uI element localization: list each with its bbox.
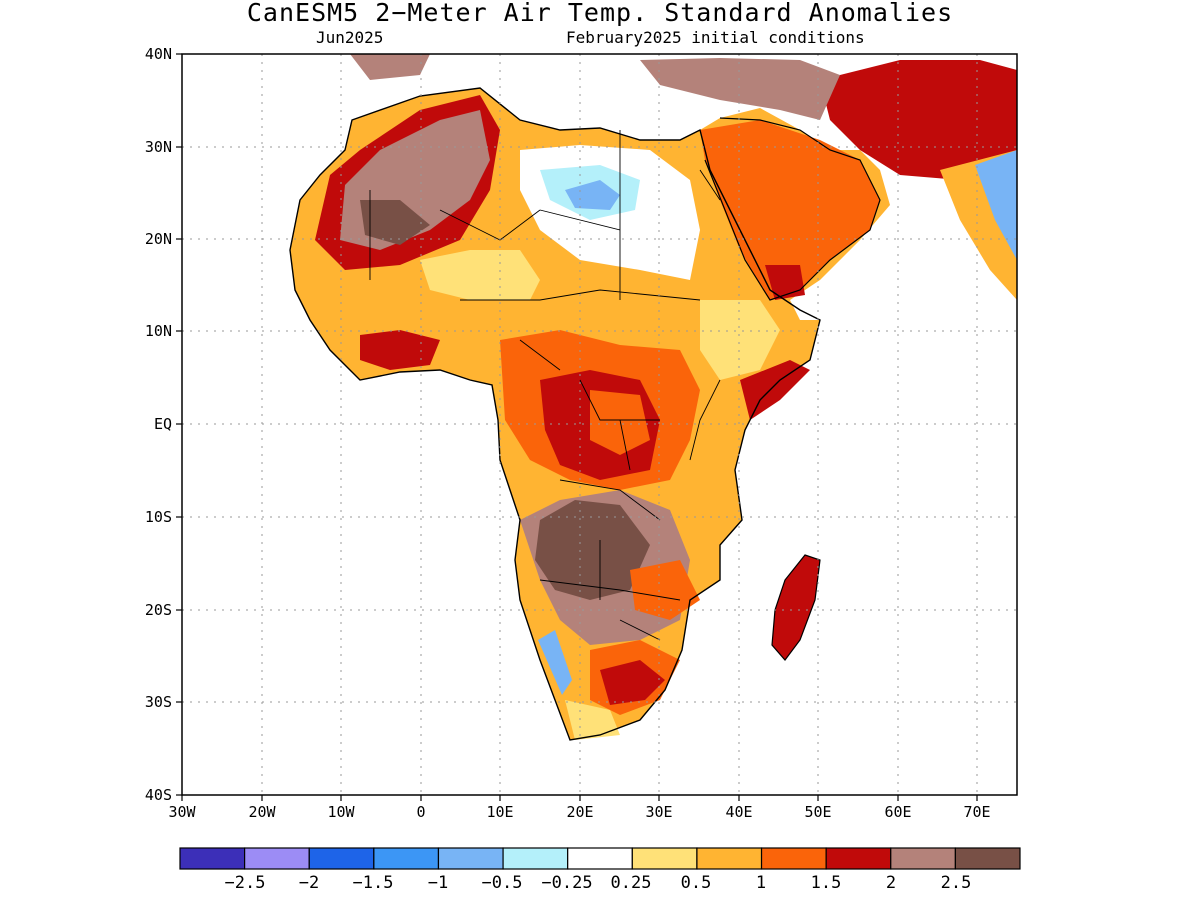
lon-label: 30W xyxy=(168,803,196,821)
land-arabia xyxy=(700,120,880,300)
guinea-red xyxy=(360,330,440,370)
colorbar-label: 2.5 xyxy=(940,873,972,893)
india-cool xyxy=(975,150,1017,260)
land-iran xyxy=(820,60,1017,180)
lon-label: 70E xyxy=(963,803,991,821)
lon-label: 30E xyxy=(645,803,673,821)
colorbar-swatch xyxy=(179,847,246,870)
colorbar-swatch xyxy=(502,847,569,870)
lon-label: 20E xyxy=(566,803,594,821)
colorbar-label: −2 xyxy=(298,873,320,893)
lat-label: 10S xyxy=(144,508,172,526)
colorbar-label: −0.5 xyxy=(481,873,523,893)
forecast-month: Jun2025 xyxy=(316,28,384,47)
colorbar-swatch xyxy=(825,847,892,870)
lon-label: 10W xyxy=(327,803,355,821)
cape-yellow xyxy=(565,700,620,740)
colorbar-label: 0.5 xyxy=(680,873,712,893)
colorbar-label: 0.25 xyxy=(610,873,652,893)
colorbar-label: 1.5 xyxy=(810,873,842,893)
colorbar-swatch xyxy=(954,847,1021,870)
tick-marks xyxy=(176,53,978,801)
colorbar-label: 2 xyxy=(885,873,897,893)
colorbar xyxy=(179,847,1021,870)
sahara-darkbrown xyxy=(360,200,430,245)
colorbar-swatch xyxy=(631,847,698,870)
lat-label: 10N xyxy=(144,322,172,340)
lat-label: 30N xyxy=(144,138,172,156)
initial-conditions: February2025 initial conditions xyxy=(566,28,865,47)
ethiopia-yellow xyxy=(700,300,780,380)
colorbar-label: −2.5 xyxy=(224,873,266,893)
lat-label: EQ xyxy=(153,415,172,433)
colorbar-label: −1.5 xyxy=(352,873,394,893)
lon-label: 50E xyxy=(804,803,832,821)
lon-label: 0 xyxy=(416,803,426,821)
colorbar-label: 1 xyxy=(755,873,767,893)
coastline xyxy=(289,87,821,741)
libya-blue xyxy=(565,180,620,210)
lon-label: 20W xyxy=(248,803,276,821)
lon-label: 60E xyxy=(884,803,912,821)
lat-label: 20S xyxy=(144,601,172,619)
congo-orange xyxy=(590,390,650,455)
southern-darkbrown xyxy=(535,500,650,600)
country-borders xyxy=(369,130,721,641)
colorbar-label: −0.25 xyxy=(541,873,593,893)
colorbar-label: −1 xyxy=(427,873,449,893)
colorbar-swatch xyxy=(696,847,763,870)
southafrica-red xyxy=(600,660,665,705)
lat-label: 30S xyxy=(144,693,172,711)
colorbar-swatch xyxy=(567,847,633,870)
sahel-yellow xyxy=(420,250,540,300)
colorbar-swatch xyxy=(760,847,827,870)
colorbar-swatch xyxy=(890,847,956,870)
colorbar-swatch xyxy=(308,847,375,870)
madagascar xyxy=(771,554,821,661)
grid-lines xyxy=(182,54,1017,795)
lon-label: 10E xyxy=(486,803,514,821)
colorbar-swatch xyxy=(244,847,310,870)
colorbar-swatch xyxy=(437,847,504,870)
namibia-cool xyxy=(538,630,572,695)
lat-label: 40N xyxy=(144,45,172,63)
lat-label: 40S xyxy=(144,786,172,804)
map-title: CanESM5 2−Meter Air Temp. Standard Anoma… xyxy=(246,0,954,27)
land-europe xyxy=(350,54,430,80)
mozambique-orange xyxy=(630,560,700,620)
colorbar-swatch xyxy=(373,847,440,870)
lat-label: 20N xyxy=(144,230,172,248)
land-turkey xyxy=(640,58,840,120)
lon-label: 40E xyxy=(725,803,753,821)
arabia-coast xyxy=(704,117,881,301)
